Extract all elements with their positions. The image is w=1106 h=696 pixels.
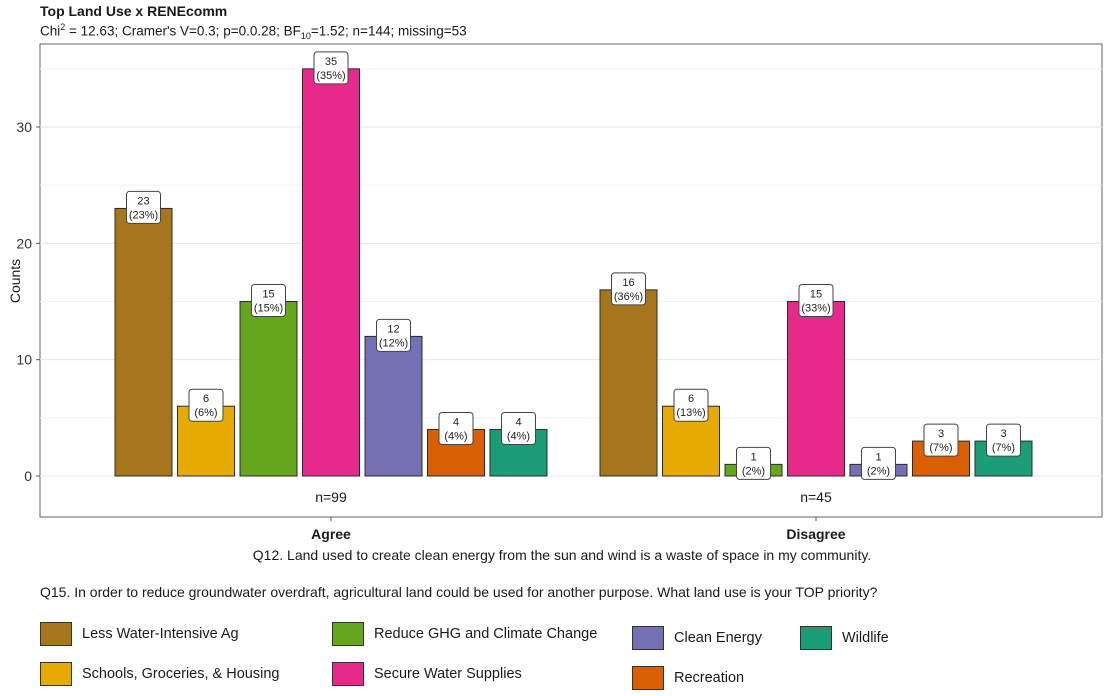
data-label-percent: (12%) xyxy=(379,337,408,349)
data-label-box xyxy=(611,272,646,306)
legend-swatch xyxy=(632,626,664,650)
data-label-box xyxy=(376,318,411,352)
data-label-count: 6 xyxy=(688,393,694,405)
data-label-percent: (4%) xyxy=(507,430,530,442)
data-label-box xyxy=(251,284,286,317)
y-tick-label: 10 xyxy=(16,352,32,368)
data-label-count: 12 xyxy=(387,323,399,335)
bar xyxy=(239,301,298,477)
subtitle-chi: Chi xyxy=(40,23,61,39)
subtitle-chi-superscript: 2 xyxy=(60,22,66,32)
legend-swatch xyxy=(332,622,364,646)
group-n-label: n=45 xyxy=(800,489,832,505)
legend-swatch xyxy=(40,622,72,646)
data-label-count: 3 xyxy=(1000,428,1006,440)
data-label-percent: (13%) xyxy=(676,407,705,419)
data-label-count: 4 xyxy=(453,416,459,428)
data-label-box xyxy=(798,284,834,317)
data-label-box xyxy=(313,51,349,85)
legend-swatch xyxy=(632,666,664,690)
data-label-box xyxy=(438,411,474,445)
data-label-percent: (2%) xyxy=(742,465,765,477)
legend-swatch xyxy=(40,662,72,686)
data-label-box xyxy=(126,190,161,224)
x-tick-label: Agree xyxy=(311,526,351,542)
chart-subtitle: Chi2 = 12.63; Cramer's V=0.3; p=0.0.28; … xyxy=(40,22,467,41)
data-label-percent: (6%) xyxy=(194,407,217,419)
data-label-count: 6 xyxy=(203,393,209,405)
data-label-count: 16 xyxy=(622,277,634,289)
legend-label: Recreation xyxy=(674,670,745,686)
legend-item: Secure Water Supplies xyxy=(332,662,522,686)
data-label-count: 3 xyxy=(938,428,944,440)
legend-label: Wildlife xyxy=(842,630,889,646)
legend-label: Less Water-Intensive Ag xyxy=(82,626,239,642)
x-tick-label: Disagree xyxy=(786,526,845,542)
data-label-count: 1 xyxy=(750,451,756,463)
legend-item: Less Water-Intensive Ag xyxy=(40,622,239,646)
data-label-percent: (35%) xyxy=(316,70,345,82)
data-label-percent: (2%) xyxy=(867,465,890,477)
legend-item: Wildlife xyxy=(800,626,889,650)
bar xyxy=(364,335,423,477)
x-axis-label: Q12. Land used to create clean energy fr… xyxy=(253,547,871,563)
data-label-count: 15 xyxy=(810,289,822,301)
bar xyxy=(302,68,360,477)
legend-item: Schools, Groceries, & Housing xyxy=(40,662,279,686)
legend-item: Recreation xyxy=(632,666,744,690)
data-label-count: 1 xyxy=(875,451,881,463)
subtitle-bf-subscript: 10 xyxy=(300,31,311,42)
data-label-box xyxy=(188,388,224,422)
legend-swatch xyxy=(800,626,832,650)
data-label-count: 35 xyxy=(325,56,337,68)
legend-swatch xyxy=(332,662,364,686)
legend-title: Q15. In order to reduce groundwater over… xyxy=(40,584,878,600)
subtitle-stats-a: = 12.63; Cramer's V=0.3; p=0.0.28; BF xyxy=(65,23,301,39)
legend-label: Clean Energy xyxy=(674,630,762,646)
data-label-box xyxy=(673,388,709,422)
data-label-box xyxy=(501,411,536,445)
data-label-box xyxy=(736,446,771,480)
group-n-label: n=99 xyxy=(315,489,347,505)
legend-item: Reduce GHG and Climate Change xyxy=(332,622,597,646)
data-label-count: 4 xyxy=(515,416,521,428)
subtitle-stats-b: =1.52; n=144; missing=53 xyxy=(310,23,467,39)
data-label-percent: (7%) xyxy=(992,442,1015,454)
data-label-percent: (4%) xyxy=(444,430,467,442)
data-label-box xyxy=(986,423,1021,457)
data-label-percent: (33%) xyxy=(801,303,830,315)
legend-label: Reduce GHG and Climate Change xyxy=(374,626,598,642)
y-axis-label: Counts xyxy=(7,259,23,303)
data-label-percent: (15%) xyxy=(254,303,283,315)
legend-item: Clean Energy xyxy=(632,626,762,650)
data-label-percent: (36%) xyxy=(614,291,643,303)
data-label-percent: (23%) xyxy=(129,209,158,221)
data-label-box xyxy=(923,423,959,457)
y-tick-label: 0 xyxy=(24,468,32,484)
bar xyxy=(599,289,658,477)
y-tick-label: 30 xyxy=(16,119,32,135)
legend-label: Schools, Groceries, & Housing xyxy=(82,666,280,682)
data-label-count: 23 xyxy=(137,195,149,207)
data-label-count: 15 xyxy=(262,289,274,301)
chart-title: Top Land Use x RENEcomm xyxy=(40,3,228,19)
legend-label: Secure Water Supplies xyxy=(374,666,522,682)
data-label-box xyxy=(861,446,896,480)
bar xyxy=(114,207,173,477)
data-label-percent: (7%) xyxy=(929,442,952,454)
y-tick-label: 20 xyxy=(16,235,32,251)
bar xyxy=(787,301,845,477)
